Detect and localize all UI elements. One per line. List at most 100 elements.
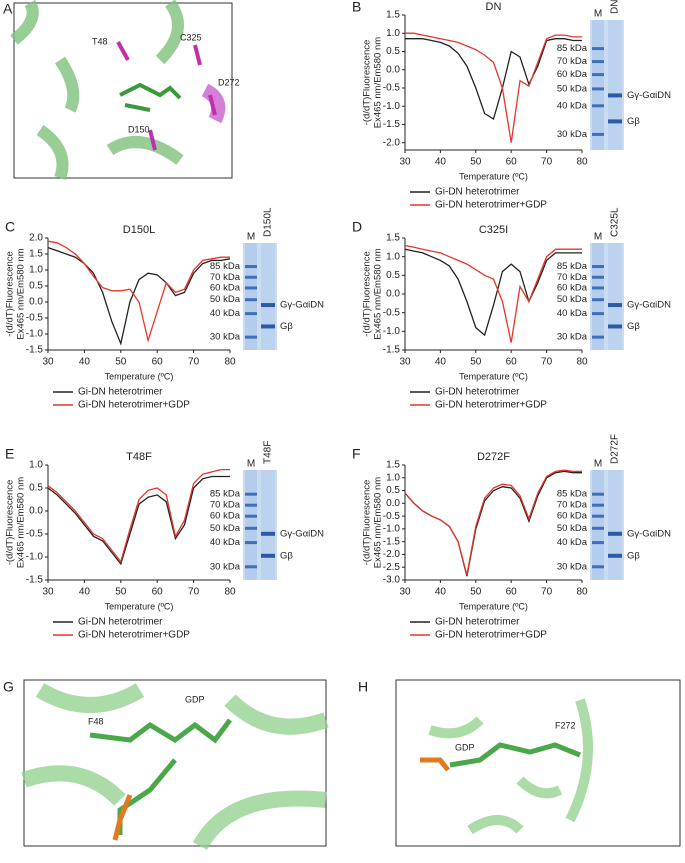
marker-band [592,47,604,51]
x-tick-label: 50 [115,587,127,598]
marker-band [592,286,604,290]
gel-lane [608,20,622,150]
marker-label: 30 kDa [557,561,588,572]
y-tick-label: -0.5 [383,307,401,318]
legend-label: Gi-DN heterotrimer [435,187,520,198]
marker-label: 60 kDa [210,282,241,293]
x-tick-label: 70 [541,357,553,368]
legend-label: Gi-DN heterotrimer [435,387,520,398]
band-label: Gβ [627,550,640,561]
marker-band [245,275,257,279]
series-line [47,240,230,343]
marker-label: 60 kDa [557,282,588,293]
marker-label: 85 kDa [557,261,588,272]
marker-band [592,312,604,316]
gel-lane-label: T48F [263,441,274,464]
marker-band [245,503,257,507]
legend-label: Gi-DN heterotrimer+GDP [435,200,547,211]
y-tick-label: -1.5 [383,536,401,547]
residue-label: F272 [555,720,576,730]
residue-label: F48 [88,716,104,726]
chart-title: DN [486,1,502,13]
marker-label: 50 kDa [557,83,588,94]
y-axis-label: -(d/dT)Fluorescence [362,40,373,126]
gel-lane [592,20,604,150]
marker-band [245,514,257,518]
band-label: Gβ [627,321,640,332]
x-tick-label: 60 [506,157,518,168]
marker-label: 85 kDa [210,489,241,500]
y-tick-label: 1.0 [386,251,400,262]
y-axis-label: Ex465 nm/Em580 nm [16,248,27,339]
ligand [119,82,182,112]
marker-label: 50 kDa [210,294,241,305]
band-label: Gγ-GαiDN [627,528,671,539]
band-label: Gγ-GαiDN [627,300,671,311]
legend-label: Gi-DN heterotrimer [435,617,520,628]
series-line [404,244,582,343]
marker-label: 60 kDa [557,69,588,80]
legend-label: Gi-DN heterotrimer+GDP [78,400,190,411]
marker-label: 85 kDa [210,261,241,272]
legend-label: Gi-DN heterotrimer [78,387,163,398]
marker-band [592,87,604,91]
y-axis-label: -(d/dT)Fluorescence [362,251,373,337]
y-axis-label: -(d/dT)Fluorescence [5,251,16,337]
marker-band [592,514,604,518]
x-tick-label: 70 [188,587,200,598]
marker-label: 40 kDa [557,537,588,548]
x-tick-label: 30 [42,357,54,368]
panel-letter: F [352,446,361,462]
x-tick-label: 80 [224,357,236,368]
legend-label: Gi-DN heterotrimer [78,617,163,628]
y-tick-label: 2.0 [29,233,43,244]
y-tick-label: -1.5 [383,119,401,130]
gel-lane [245,243,257,350]
marker-band [592,265,604,269]
gel-lane [608,470,622,580]
y-tick-label: -1.0 [383,524,401,535]
protein-band [608,531,622,536]
marker-label: 60 kDa [210,511,241,522]
marker-band [245,312,257,316]
marker-label: 40 kDa [557,100,588,111]
x-tick-label: 70 [541,157,553,168]
chart-title: D272F [477,451,510,463]
x-tick-label: 40 [435,587,447,598]
ribbon [201,83,226,124]
marker-band [592,275,604,279]
y-axis-label: Ex465 nm/Em580 nm [373,248,384,339]
marker-label: 85 kDa [557,43,588,54]
y-tick-label: 1.5 [386,460,400,471]
marker-band [245,526,257,530]
x-tick-label: 60 [506,587,518,598]
y-tick-label: -2.5 [383,562,401,573]
marker-band [245,335,257,339]
marker-band [592,73,604,77]
marker-band [592,565,604,569]
series-line [47,246,231,346]
series-line [405,32,582,143]
marker-label: 40 kDa [210,537,241,548]
y-tick-label: -1.0 [383,326,401,337]
marker-label: 40 kDa [557,308,588,319]
x-axis-label: Temperature (ºC) [459,371,528,381]
x-axis-label: Temperature (ºC) [459,171,528,181]
band-label: Gγ-GαiDN [280,300,324,311]
legend-label: Gi-DN heterotrimer+GDP [78,630,190,641]
y-tick-label: 1.0 [29,265,43,276]
marker-band [245,492,257,496]
y-tick-label: -0.5 [383,511,401,522]
y-tick-label: 1.5 [386,10,400,21]
protein-band [261,553,275,558]
band-label: Gβ [280,321,293,332]
gel-lane [245,470,257,580]
phosphate [112,794,133,841]
y-tick-label: 1.0 [29,460,43,471]
series-line [404,469,582,576]
x-tick-label: 70 [541,587,553,598]
marker-label: 40 kDa [210,308,241,319]
chart-title: C325I [479,224,508,236]
marker-label: 30 kDa [557,332,588,343]
